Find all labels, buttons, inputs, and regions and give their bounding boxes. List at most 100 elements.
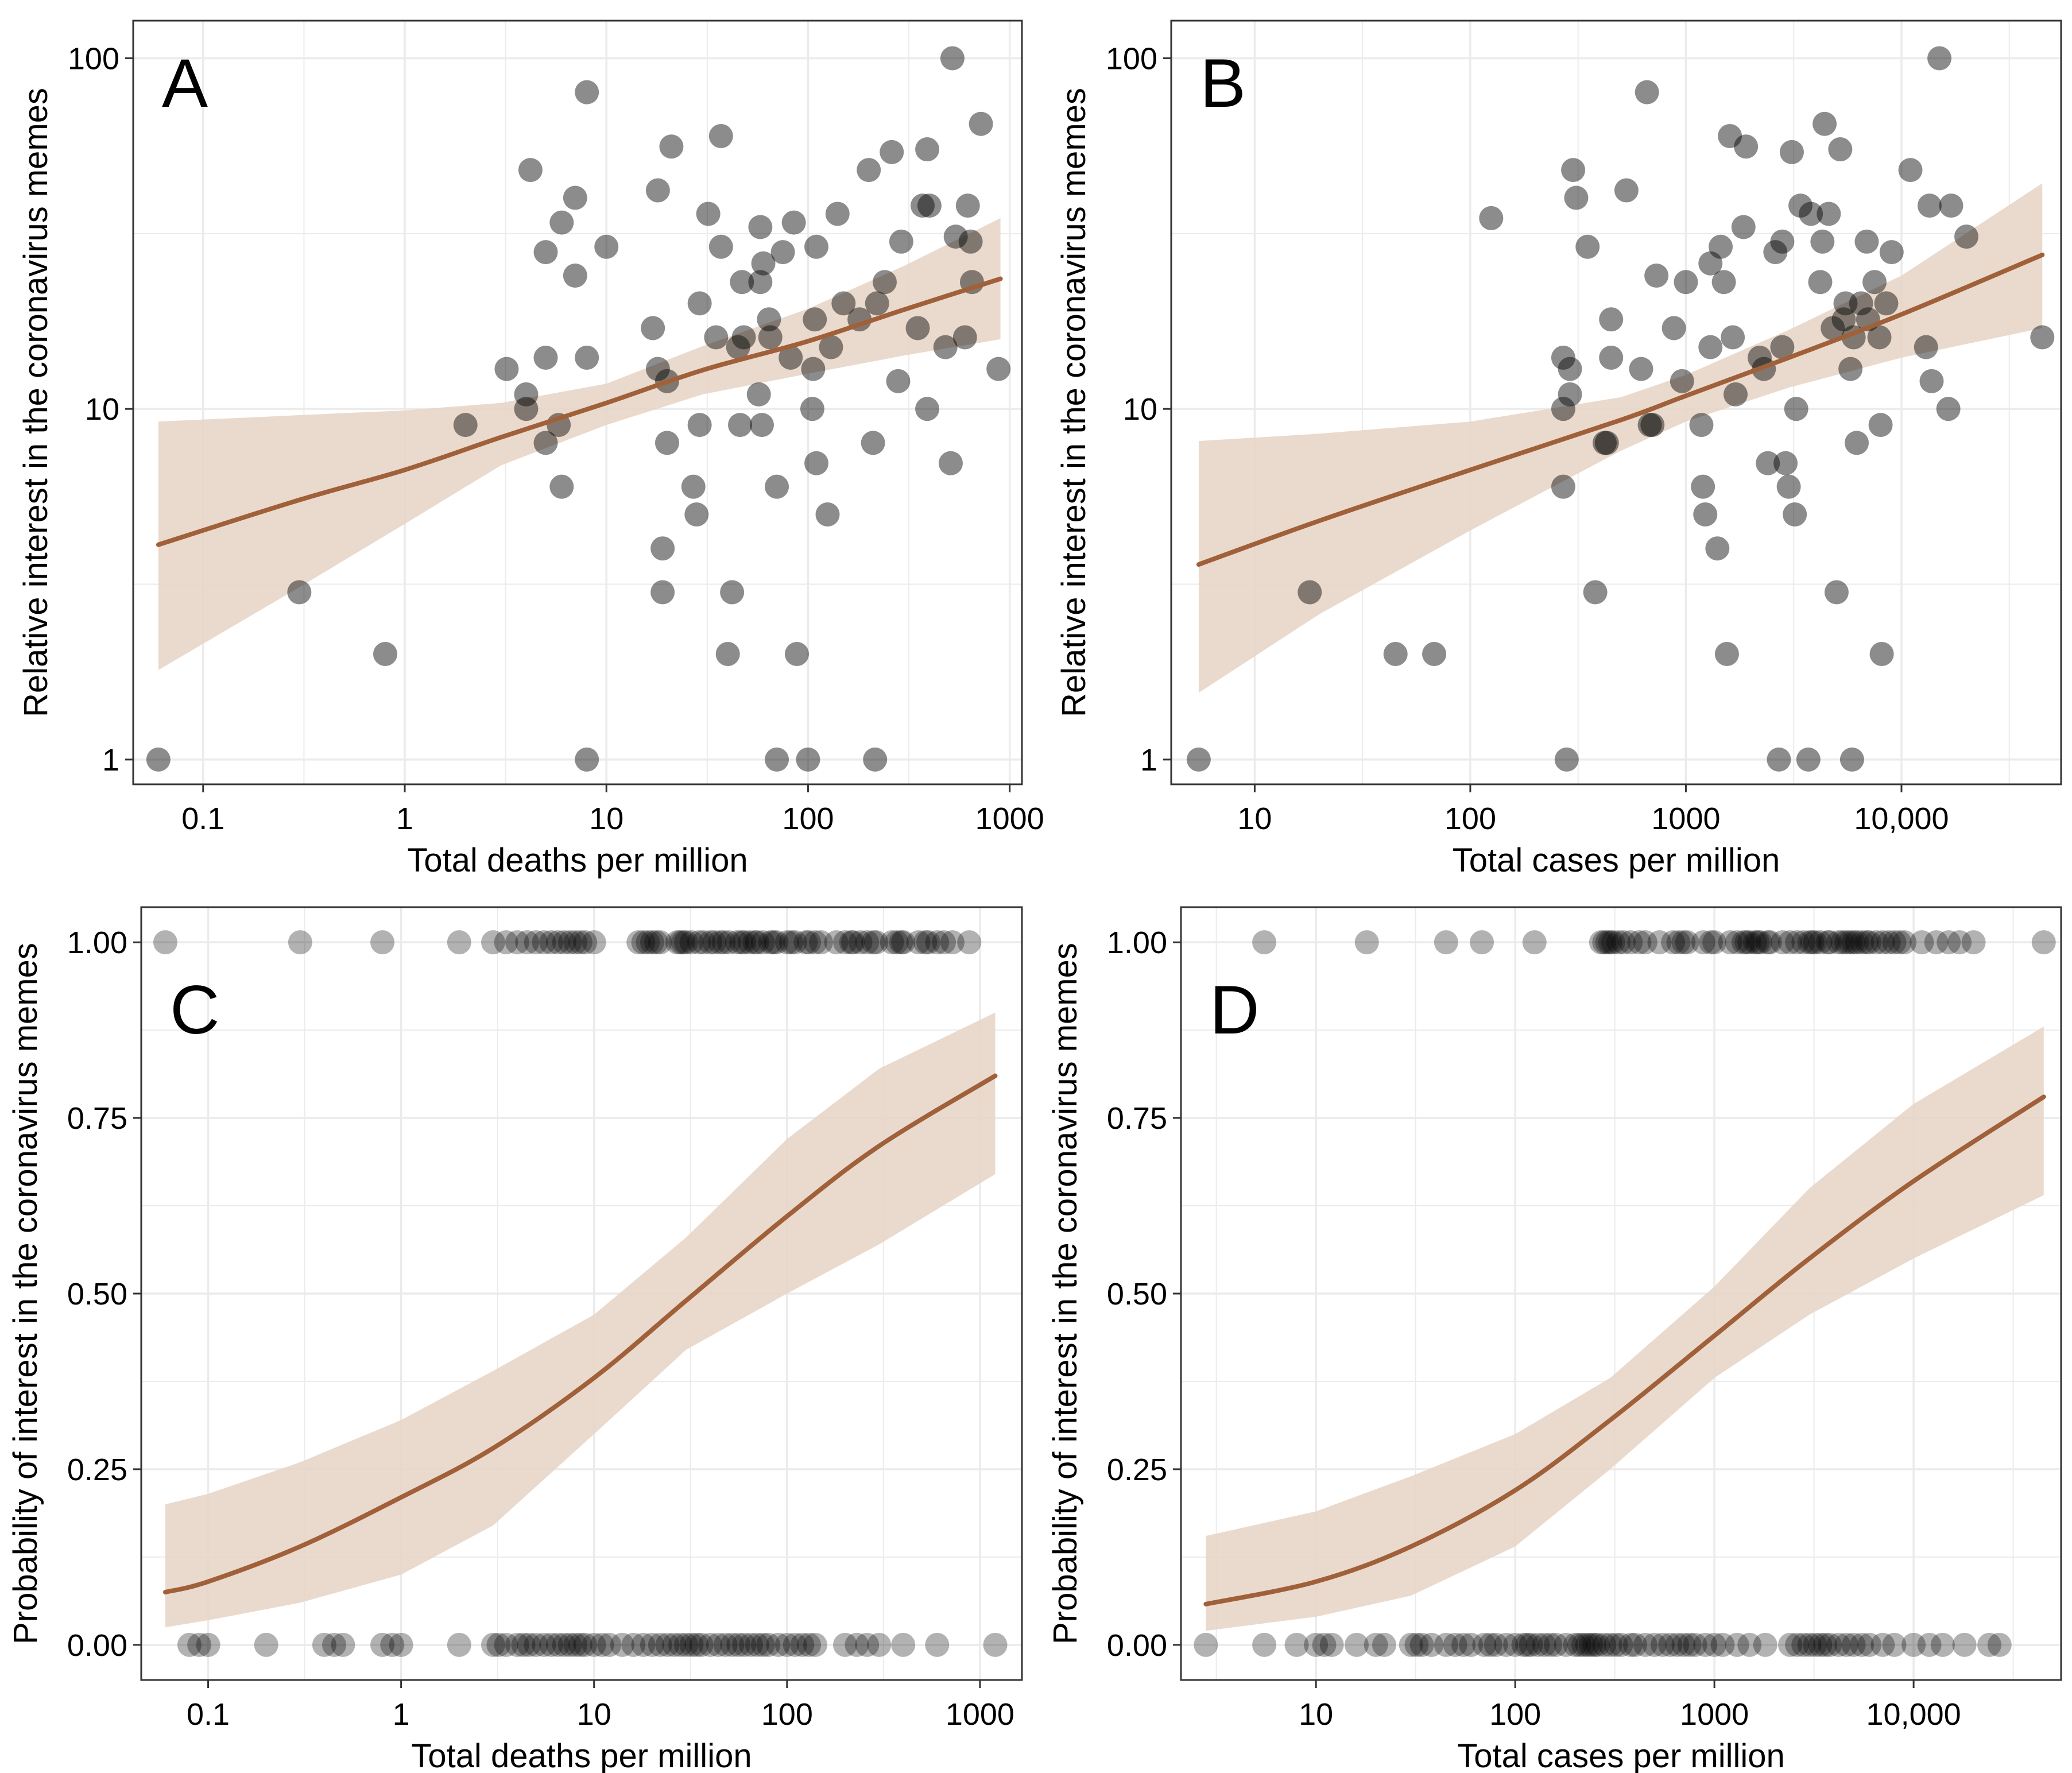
data-point <box>1609 1632 1633 1657</box>
data-point <box>1850 1632 1875 1657</box>
data-point <box>832 1632 857 1657</box>
data-point <box>1575 1632 1599 1657</box>
data-point <box>715 642 740 667</box>
data-point <box>1927 46 1952 71</box>
data-point <box>545 930 570 955</box>
data-point <box>1818 930 1842 955</box>
data-points <box>1186 46 2055 772</box>
x-tick-label: 1 <box>396 802 413 836</box>
data-point <box>1618 1632 1643 1657</box>
data-point <box>1854 930 1879 955</box>
data-point <box>1472 1632 1497 1657</box>
data-point <box>582 930 606 955</box>
data-point <box>911 193 935 218</box>
data-point <box>906 930 931 955</box>
data-point <box>532 930 556 955</box>
x-tick-label: 1000 <box>1651 802 1720 836</box>
data-point <box>668 1632 693 1657</box>
data-point <box>1434 930 1458 955</box>
data-point <box>1784 397 1808 421</box>
data-point <box>986 357 1011 381</box>
data-point <box>1757 930 1782 955</box>
data-point <box>187 1632 212 1657</box>
data-point <box>1702 930 1727 955</box>
data-point <box>645 357 670 381</box>
data-point <box>832 930 857 955</box>
data-point <box>1910 930 1934 955</box>
data-point <box>533 431 558 455</box>
data-point <box>815 502 840 527</box>
data-point <box>800 397 824 421</box>
data-point <box>1797 1632 1822 1657</box>
data-point <box>1710 1632 1735 1657</box>
data-point <box>1834 1632 1859 1657</box>
data-point <box>662 1632 687 1657</box>
data-point <box>1803 930 1827 955</box>
data-point <box>524 930 548 955</box>
data-point <box>704 325 729 350</box>
data-point <box>1586 1632 1610 1657</box>
data-point <box>880 140 904 164</box>
data-point <box>563 185 587 210</box>
data-point <box>726 1632 751 1657</box>
data-point <box>1691 474 1715 499</box>
data-point <box>1812 111 1837 136</box>
data-point <box>955 193 980 218</box>
data-point <box>1818 1632 1842 1657</box>
data-point <box>1399 1632 1423 1657</box>
data-point <box>867 1632 892 1657</box>
data-point <box>713 1632 738 1657</box>
data-point <box>940 930 965 955</box>
data-point <box>729 930 754 955</box>
data-point <box>196 1632 220 1657</box>
data-point <box>728 413 753 438</box>
data-point <box>1561 158 1586 183</box>
data-point <box>631 1632 656 1657</box>
data-point <box>665 930 690 955</box>
data-point <box>648 930 672 955</box>
data-point <box>1714 642 1739 667</box>
data-point <box>863 747 888 772</box>
data-point <box>650 580 675 605</box>
data-point <box>1479 206 1504 230</box>
data-point <box>793 930 818 955</box>
data-point <box>1833 291 1858 316</box>
data-point <box>533 345 558 370</box>
data-point <box>766 1632 791 1657</box>
data-point <box>969 111 993 136</box>
data-point <box>557 1632 582 1657</box>
data-point <box>742 930 767 955</box>
data-point <box>1364 1632 1388 1657</box>
data-point <box>1737 930 1762 955</box>
y-tick-label: 1 <box>102 743 119 777</box>
data-point <box>1582 1632 1607 1657</box>
data-point <box>1558 357 1582 381</box>
y-axis-label: Relative interest in the coronavirus mem… <box>1055 88 1093 717</box>
x-tick-label: 100 <box>1444 802 1496 836</box>
data-point <box>640 1632 664 1657</box>
data-point <box>557 930 582 955</box>
data-point <box>331 1632 355 1657</box>
data-point <box>803 930 827 955</box>
data-point <box>1661 930 1686 955</box>
data-point <box>751 251 776 276</box>
x-axis-label: Total deaths per million <box>411 1737 752 1773</box>
x-axis-label: Total cases per million <box>1453 842 1780 879</box>
data-point <box>1803 1632 1827 1657</box>
data-point <box>1952 1632 1977 1657</box>
data-point <box>1838 357 1863 381</box>
panel-d: 10 100 1000 10,000 0.00 0.25 0.50 0.75 1.00 Total… <box>1047 906 2062 1773</box>
data-point <box>749 413 774 438</box>
data-point <box>1298 580 1322 605</box>
confidence-band <box>165 1012 996 1628</box>
data-point <box>1434 1632 1458 1657</box>
data-point <box>958 229 983 254</box>
data-point <box>1642 1632 1667 1657</box>
data-point <box>708 930 733 955</box>
data-point <box>1755 930 1780 955</box>
x-axis-label: Total deaths per million <box>407 842 748 879</box>
data-point <box>730 270 754 295</box>
data-point <box>1284 1632 1309 1657</box>
panel-c: 0.1 1 10 100 1000 0.00 0.25 0.50 0.75 1.00 Total d… <box>7 906 1023 1773</box>
data-point <box>370 1632 395 1657</box>
